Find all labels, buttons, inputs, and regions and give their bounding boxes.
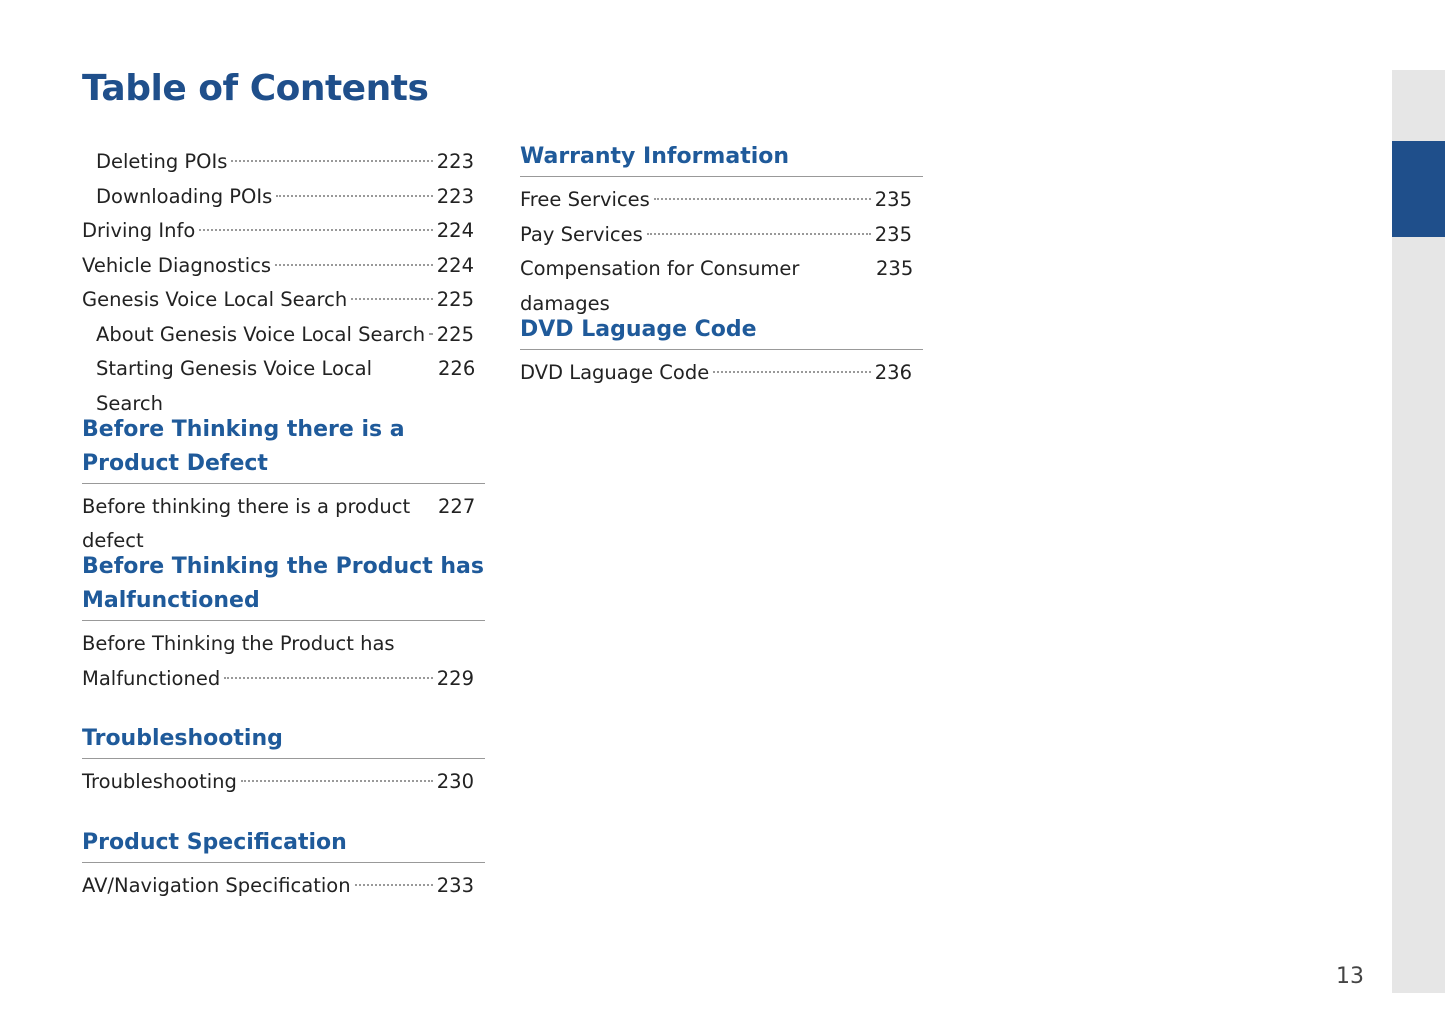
toc-entry-page: 225 — [436, 322, 474, 346]
dot-leader — [275, 263, 433, 266]
toc-entry-page: 226 — [438, 357, 476, 380]
toc-column-left: Deleting POIs 223 Downloading POIs 223 D… — [82, 145, 485, 903]
toc-entry[interactable]: Malfunctioned 229 — [82, 662, 474, 697]
toc-column-right: Warranty Information Free Services 235 P… — [520, 140, 923, 390]
toc-entry-page: 235 — [876, 257, 914, 280]
toc-entry-list: Deleting POIs 223 Downloading POIs 223 D… — [82, 145, 485, 415]
toc-entry-page: 224 — [436, 219, 474, 242]
toc-entry-page: 236 — [874, 360, 912, 384]
toc-entry[interactable]: Compensation for Consumer damages 235 — [520, 252, 914, 315]
toc-entry-label: Compensation for Consumer damages — [520, 257, 800, 315]
section-heading[interactable]: Before Thinking there is a Product Defec… — [82, 413, 485, 484]
toc-entry[interactable]: Genesis Voice Local Search 225 — [82, 283, 474, 318]
toc-entry-label: Driving Info — [82, 219, 196, 242]
dot-leader — [351, 298, 433, 300]
dot-leader — [653, 198, 871, 200]
section-heading[interactable]: DVD Laguage Code — [520, 313, 923, 350]
toc-entry-page: 230 — [436, 770, 474, 793]
dot-leader — [354, 883, 433, 886]
toc-entry-label: Genesis Voice Local Search — [82, 288, 348, 311]
toc-entry-label: Before thinking there is a product defec… — [82, 494, 411, 553]
dot-leader — [199, 229, 433, 231]
toc-entry[interactable]: AV/Navigation Specification 233 — [82, 869, 474, 904]
toc-entry-page: 235 — [874, 222, 912, 246]
toc-entry-page: 224 — [436, 253, 474, 277]
toc-entry[interactable]: Driving Info 224 — [82, 214, 474, 249]
dot-leader — [646, 232, 871, 235]
section-heading[interactable]: Product Specification — [82, 826, 485, 863]
toc-entry-page: 229 — [436, 666, 474, 690]
toc-entry[interactable]: Free Services 235 — [520, 183, 912, 218]
toc-entry[interactable]: Troubleshooting 230 — [82, 765, 474, 800]
toc-entry-page: 227 — [438, 494, 476, 518]
toc-entry[interactable]: Starting Genesis Voice Local Search 226 — [82, 352, 476, 415]
toc-entry-page: 233 — [436, 873, 474, 897]
section-heading[interactable]: Before Thinking the Product has Malfunct… — [82, 550, 485, 621]
toc-section: Before Thinking there is a Product Defec… — [82, 413, 485, 553]
toc-entry-label: Pay Services — [520, 222, 643, 246]
dot-leader — [429, 332, 433, 335]
toc-entry-label: About Genesis Voice Local Search — [96, 322, 426, 346]
toc-section: Troubleshooting Troubleshooting 230 — [82, 722, 485, 800]
toc-entry-page: 223 — [436, 150, 474, 173]
toc-entry[interactable]: Downloading POIs 223 — [82, 180, 474, 215]
toc-entry-page: 223 — [436, 184, 474, 208]
toc-section: DVD Laguage Code DVD Laguage Code 236 — [520, 313, 923, 391]
toc-entry-label: AV/Navigation Specification — [82, 873, 351, 897]
toc-section: Before Thinking the Product has Malfunct… — [82, 550, 485, 696]
dot-leader — [713, 370, 871, 373]
toc-entry-label: Deleting POIs — [96, 150, 228, 173]
toc-entry[interactable]: Before thinking there is a product defec… — [82, 490, 476, 553]
toc-entry-page: 235 — [874, 188, 912, 211]
toc-entry[interactable]: DVD Laguage Code 236 — [520, 356, 912, 391]
toc-entry-label-line: Before Thinking the Product has — [82, 632, 395, 655]
dot-leader — [276, 194, 433, 197]
dot-leader — [231, 160, 433, 162]
section-heading[interactable]: Warranty Information — [520, 140, 923, 177]
toc-entry[interactable]: Vehicle Diagnostics 224 — [82, 249, 474, 284]
toc-section: Warranty Information Free Services 235 P… — [520, 140, 923, 315]
toc-entry-label: DVD Laguage Code — [520, 360, 710, 384]
dot-leader — [224, 676, 433, 679]
toc-entry[interactable]: About Genesis Voice Local Search 225 — [82, 318, 474, 353]
toc-entry-label: Troubleshooting — [82, 770, 237, 793]
page-number: 13 — [1336, 964, 1364, 989]
toc-entry-label: Downloading POIs — [96, 184, 273, 208]
page-title: Table of Contents — [82, 68, 429, 109]
dot-leader — [240, 780, 433, 782]
toc-entry[interactable]: Pay Services 235 — [520, 218, 912, 253]
toc-entry-label: Free Services — [520, 188, 650, 211]
toc-entry-label: Starting Genesis Voice Local Search — [96, 357, 373, 415]
toc-entry-page: 225 — [436, 288, 474, 311]
chapter-tab[interactable] — [1392, 141, 1445, 237]
toc-section: Product Specification AV/Navigation Spec… — [82, 826, 485, 904]
toc-entry-label: Vehicle Diagnostics — [82, 253, 272, 277]
toc-entry-label: Malfunctioned — [82, 666, 221, 690]
toc-entry[interactable]: Deleting POIs 223 — [82, 145, 474, 180]
section-heading[interactable]: Troubleshooting — [82, 722, 485, 759]
